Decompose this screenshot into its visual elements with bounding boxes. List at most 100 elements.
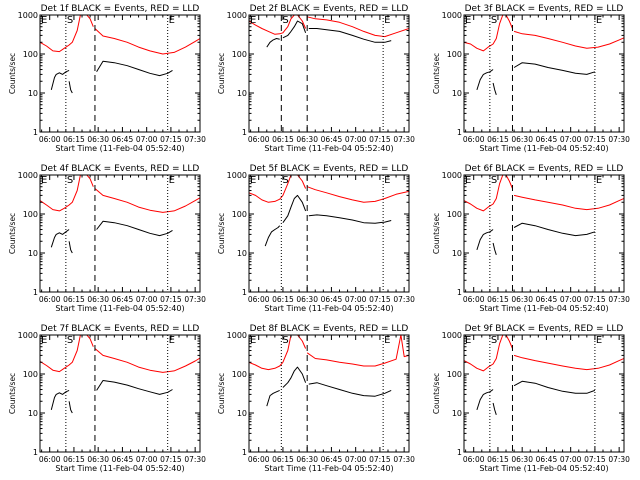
y-tick-label: 100 [232, 370, 247, 379]
events-series-line [513, 222, 596, 237]
y-tick-label: 100 [447, 50, 462, 59]
x-axis-label: Start Time (11-Feb-04 05:52:40) [264, 464, 393, 473]
events-series-line [492, 82, 497, 95]
marker-label: S [282, 15, 288, 26]
x-tick-label: 06:15 [63, 135, 85, 144]
x-tick-label: 07:00 [136, 295, 158, 304]
y-tick-label: 10 [28, 249, 38, 258]
y-tick-label: 100 [232, 50, 247, 59]
events-series-line [96, 380, 173, 395]
events-series-line [50, 389, 70, 411]
y-tick-label: 1000 [442, 11, 462, 20]
marker-label: S [491, 175, 497, 186]
x-tick-label: 07:00 [136, 455, 158, 464]
x-tick-label: 07:00 [136, 135, 158, 144]
x-tick-label: 06:30 [296, 455, 318, 464]
lld-series-line [94, 348, 200, 373]
marker-label: E [41, 335, 47, 346]
y-tick-label: 1000 [227, 331, 247, 340]
y-tick-label: 100 [23, 370, 38, 379]
events-series-line [282, 366, 307, 388]
x-tick-label: 07:30 [184, 135, 206, 144]
y-tick-label: 1 [33, 288, 38, 297]
plot-frame [248, 174, 410, 293]
x-tick-label: 07:15 [160, 295, 182, 304]
events-series-line [68, 81, 73, 94]
y-tick-label: 100 [232, 210, 247, 219]
panel-title: Det 3f BLACK = Events, RED = LLD [465, 4, 624, 14]
marker-label: S [491, 335, 497, 346]
plot-frame [248, 14, 410, 133]
y-tick-label: 10 [452, 409, 462, 418]
x-tick-label: 06:30 [511, 295, 533, 304]
x-tick-label: 06:00 [248, 455, 270, 464]
events-series-line [476, 229, 494, 251]
x-tick-label: 07:30 [184, 455, 206, 464]
events-series-line [68, 241, 73, 254]
y-axis-label: Counts/sec [432, 373, 441, 414]
x-tick-label: 06:30 [296, 135, 318, 144]
plot-data [464, 335, 624, 415]
plot-data [464, 175, 624, 255]
x-axis-label: Start Time (11-Feb-04 05:52:40) [264, 144, 393, 153]
y-tick-label: 1000 [18, 331, 38, 340]
marker-label: E [250, 335, 256, 346]
y-tick-label: 1000 [227, 11, 247, 20]
events-series-line [282, 194, 307, 223]
panel-title: Det 4f BLACK = Events, RED = LLD [41, 164, 200, 174]
y-tick-label: 1 [457, 288, 462, 297]
y-tick-label: 100 [23, 210, 38, 219]
marker-label: S [67, 335, 73, 346]
y-axis-label: Counts/sec [217, 373, 226, 414]
events-series-line [308, 28, 392, 43]
y-tick-label: 1000 [442, 331, 462, 340]
x-tick-label: 06:45 [536, 135, 558, 144]
lld-series-line [249, 175, 307, 203]
plot-data [249, 15, 409, 48]
y-axis-label: Counts/sec [8, 53, 17, 94]
y-tick-label: 1000 [442, 171, 462, 180]
events-series-line [513, 62, 596, 75]
y-axis-label: Counts/sec [432, 53, 441, 94]
lld-series-line [40, 15, 94, 53]
panel-title: Det 1f BLACK = Events, RED = LLD [41, 4, 200, 14]
panel-title: Det 9f BLACK = Events, RED = LLD [465, 324, 624, 334]
marker-label: E [596, 15, 602, 26]
y-tick-label: 1000 [227, 171, 247, 180]
marker-label: S [491, 15, 497, 26]
lld-series-line [513, 194, 624, 211]
marker-label: E [384, 335, 390, 346]
x-tick-label: 06:00 [39, 295, 61, 304]
x-tick-label: 06:30 [87, 455, 109, 464]
lld-series-line [464, 335, 513, 372]
lld-series-line [307, 186, 409, 203]
y-tick-label: 1 [33, 128, 38, 137]
y-tick-label: 10 [237, 89, 247, 98]
x-tick-label: 07:30 [393, 295, 415, 304]
y-axis-label: Counts/sec [217, 213, 226, 254]
events-series-line [266, 38, 280, 48]
y-tick-label: 10 [237, 249, 247, 258]
plot-data [249, 175, 409, 247]
y-tick-label: 1000 [18, 171, 38, 180]
x-tick-label: 06:30 [511, 135, 533, 144]
x-tick-label: 07:30 [608, 135, 630, 144]
x-tick-label: 07:00 [345, 295, 367, 304]
x-tick-label: 07:15 [369, 135, 391, 144]
lld-series-line [249, 335, 307, 371]
marker-label: E [596, 335, 602, 346]
y-tick-label: 1 [457, 128, 462, 137]
panel-title: Det 7f BLACK = Events, RED = LLD [41, 324, 200, 334]
x-tick-label: 06:15 [63, 455, 85, 464]
x-tick-label: 06:45 [112, 135, 134, 144]
events-series-line [308, 214, 392, 224]
x-tick-label: 06:00 [463, 455, 485, 464]
plot-data [249, 335, 409, 407]
x-tick-label: 07:15 [160, 135, 182, 144]
events-series-line [96, 60, 173, 77]
x-tick-label: 06:30 [87, 295, 109, 304]
events-series-line [492, 242, 497, 255]
y-axis-label: Counts/sec [8, 213, 17, 254]
